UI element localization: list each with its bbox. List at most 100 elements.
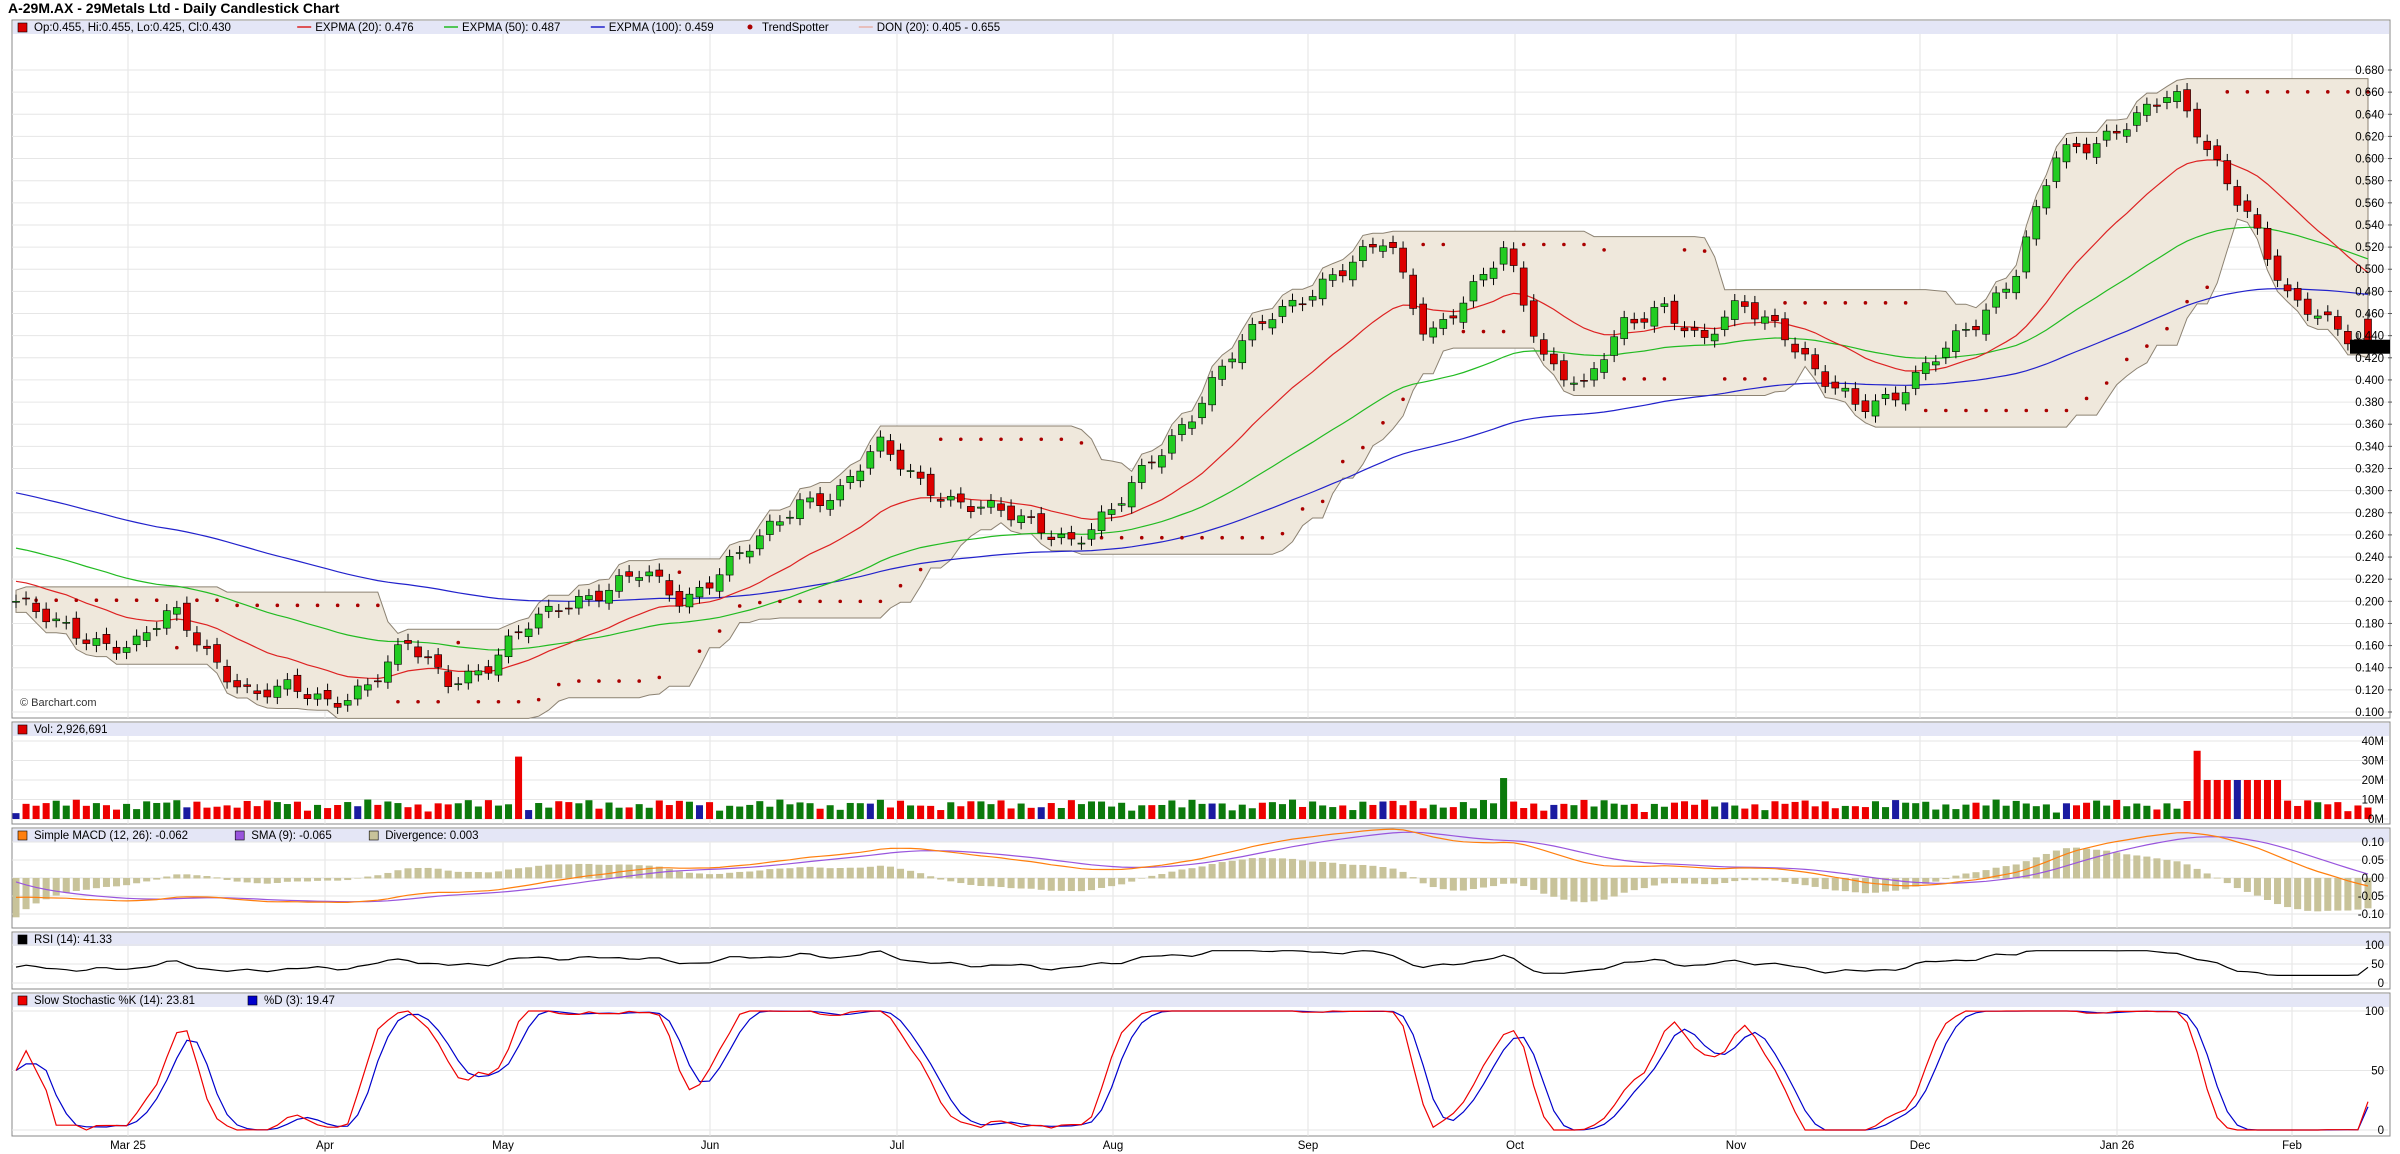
- volume-bar: [1540, 810, 1548, 819]
- volume-bar: [836, 809, 844, 819]
- trendspotter-dot: [235, 603, 239, 608]
- volume-bar: [2032, 806, 2040, 819]
- divergence-bar: [2223, 878, 2231, 884]
- candle-body: [2022, 236, 2031, 273]
- volume-tick-label: 0M: [2368, 814, 2384, 826]
- trendspotter-dot: [757, 600, 762, 605]
- volume-bar: [535, 803, 543, 819]
- candle-body: [625, 571, 633, 577]
- divergence-bar: [555, 864, 563, 879]
- divergence-bar: [2243, 878, 2251, 892]
- candle-body: [2133, 112, 2141, 126]
- volume-bar: [756, 801, 764, 819]
- price-tick-label: 0.400: [2355, 375, 2384, 387]
- candle-body: [1509, 248, 1518, 266]
- candle-body: [1318, 278, 1327, 300]
- candle-body: [645, 571, 654, 577]
- x-axis-label: Feb: [2282, 1140, 2302, 1152]
- candle-body: [1047, 536, 1056, 540]
- candle-body: [313, 693, 322, 700]
- candle-body: [1720, 316, 1729, 331]
- volume-bar: [1047, 803, 1055, 819]
- candle-body: [705, 582, 714, 589]
- trendspotter-dot: [1521, 242, 1526, 247]
- volume-bar: [1359, 801, 1367, 819]
- volume-bar: [173, 800, 181, 819]
- trendspotter-dot: [1039, 437, 1044, 442]
- candle-body: [1228, 358, 1237, 363]
- candle-body: [1208, 377, 1216, 406]
- candle-body: [1027, 516, 1035, 518]
- volume-bar: [1912, 803, 1920, 819]
- volume-bar: [1600, 800, 1608, 819]
- volume-bar: [1238, 804, 1246, 819]
- divergence-bar: [102, 878, 110, 887]
- volume-bar: [474, 806, 482, 819]
- candle-body: [685, 593, 694, 608]
- volume-bar: [2364, 807, 2372, 819]
- divergence-bar: [2173, 861, 2181, 879]
- volume-bar: [997, 800, 1005, 819]
- volume-bar: [434, 803, 442, 819]
- divergence-bar: [635, 865, 643, 879]
- candle-body: [2193, 108, 2201, 138]
- candle-body: [755, 535, 764, 550]
- volume-bar: [1691, 804, 1699, 819]
- legend-label: Vol: 2,926,691: [34, 724, 108, 736]
- candle-body: [695, 586, 704, 598]
- volume-bar: [1369, 804, 1377, 819]
- volume-bar: [525, 810, 533, 819]
- volume-bar: [2354, 805, 2362, 819]
- volume-bar: [1138, 805, 1146, 819]
- trendspotter-dot: [416, 699, 420, 704]
- candle-body: [213, 644, 221, 663]
- candle-body: [2313, 315, 2322, 319]
- volume-bar: [786, 804, 794, 819]
- divergence-bar: [1198, 866, 1206, 879]
- candle-body: [2323, 311, 2332, 316]
- candle-body: [1841, 387, 1850, 392]
- trendspotter-dot: [2285, 90, 2290, 94]
- volume-bar: [947, 802, 955, 819]
- divergence-bar: [12, 878, 20, 918]
- volume-bar: [1650, 803, 1658, 819]
- divergence-bar: [2123, 854, 2131, 879]
- rsi-line: [15, 950, 2369, 977]
- candle-body: [504, 635, 513, 658]
- legend-strip-vol: [13, 723, 2389, 736]
- volume-tick-label: 20M: [2362, 775, 2384, 787]
- volume-bar: [1791, 801, 1799, 819]
- trendspotter-dot: [175, 645, 179, 650]
- volume-bar: [1902, 802, 1910, 819]
- axis-layer: Mar 25 Apr May Jun Jul Aug Sep Oct Nov Dec Jan 26 F…: [110, 65, 2392, 1152]
- volume-bar: [344, 802, 352, 819]
- trendspotter-dot: [617, 679, 621, 683]
- divergence-bar: [1550, 878, 1558, 897]
- divergence-bar: [2364, 878, 2372, 909]
- volume-bar: [454, 803, 462, 819]
- candle-body: [434, 654, 442, 668]
- divergence-bar: [886, 866, 894, 879]
- candle-body: [2223, 160, 2232, 185]
- divergence-bar: [1459, 878, 1467, 891]
- volume-bar: [1871, 801, 1880, 819]
- divergence-bar: [2274, 878, 2282, 905]
- volume-bar: [223, 805, 231, 819]
- volume-bar: [716, 810, 724, 819]
- candle-body: [1962, 329, 1970, 331]
- candle-body: [2334, 316, 2342, 330]
- candle-body: [424, 656, 432, 659]
- trendspotter-dot: [938, 437, 943, 442]
- trendspotter-dot: [697, 649, 702, 653]
- trendspotter-dot: [1099, 535, 1104, 540]
- volume-bar: [1490, 803, 1498, 819]
- divergence-bar: [685, 872, 693, 879]
- candle-body: [183, 602, 191, 631]
- divergence-bar: [1500, 878, 1508, 884]
- divergence-bar: [927, 876, 935, 879]
- volume-bar: [706, 802, 714, 819]
- trendspotter-dot: [1883, 301, 1888, 305]
- candle-body: [796, 499, 804, 519]
- trendspotter-dot: [999, 437, 1003, 442]
